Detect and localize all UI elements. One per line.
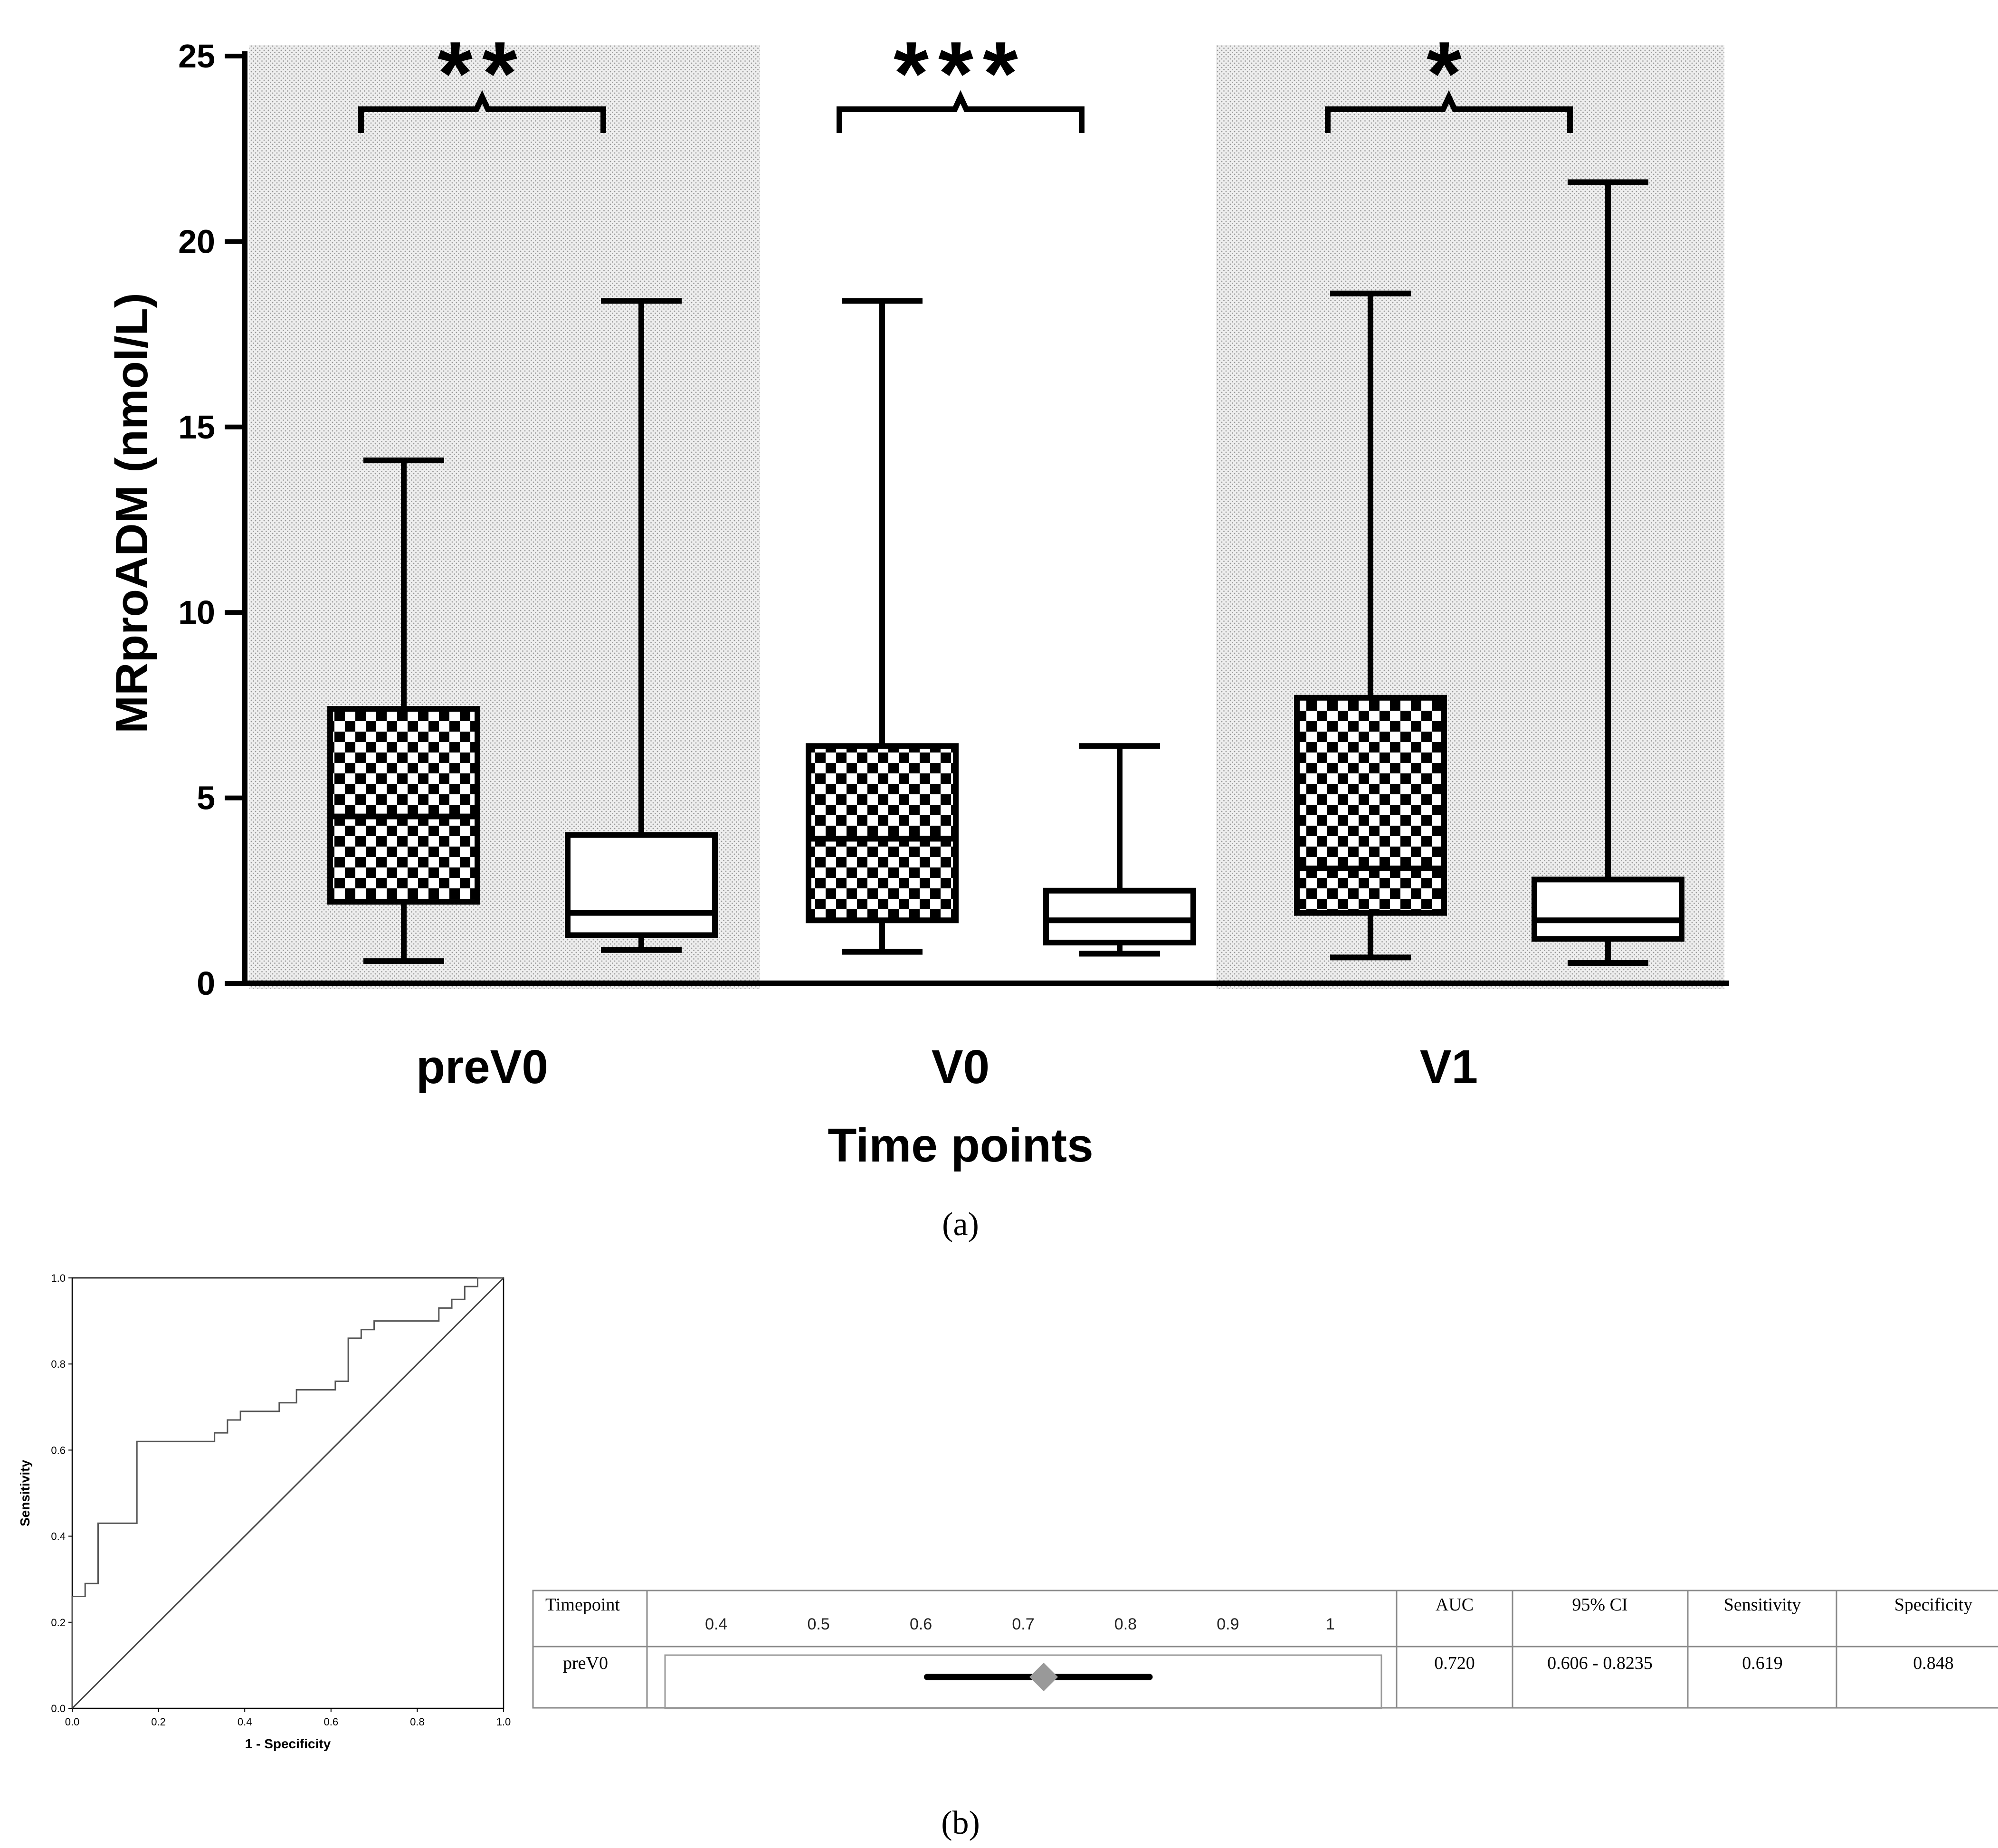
header-specificity: Specificity [1894, 1595, 1973, 1615]
significance-bracket-layer: ** *** * [358, 23, 1573, 133]
forest-plot-area [664, 1654, 1382, 1709]
roc-x-tick-label-0.2: 0.2 [151, 1716, 166, 1728]
x-tick-label-V0: V0 [932, 1040, 989, 1094]
roc-y-tick-label-0.6: 0.6 [51, 1444, 66, 1456]
roc-x-tick-label-0.4: 0.4 [238, 1716, 252, 1728]
roc-y-tick-label-0.2: 0.2 [51, 1617, 66, 1629]
roc-tick-layer: 0.0 0.2 0.4 0.6 0.8 1.0 0.0 0.2 0.4 0.6 0.8 1.0 [51, 1272, 511, 1728]
box-preV0-checkered [327, 706, 480, 905]
significance-stars-V1: * [1427, 23, 1471, 124]
header-auc: AUC [1436, 1595, 1474, 1615]
roc-plot-frame [71, 1277, 504, 1709]
y-tick-label-25: 25 [178, 38, 215, 75]
significance-stars-V0: *** [894, 23, 1028, 124]
forest-table: Timepoint AUC 95% CI Sensitivity Specifi… [532, 1590, 1998, 1709]
roc-x-tick-label-0.0: 0.0 [65, 1716, 80, 1728]
significance-stars-preV0: ** [438, 23, 527, 124]
header-timepoint: Timepoint [545, 1595, 620, 1615]
panel-a-caption: (a) [942, 1206, 979, 1243]
y-tick-label-20: 20 [178, 223, 215, 260]
y-tick-label-0: 0 [197, 965, 215, 1002]
y-tick-label-5: 5 [197, 780, 215, 817]
roc-y-axis-label: Sensitivity [18, 1460, 32, 1526]
roc-curve [71, 1277, 504, 1708]
row-ci: 0.606 - 0.8235 [1547, 1653, 1653, 1673]
box-preV0-white [565, 832, 718, 938]
forest-axis-tick-0.8: 0.8 [1114, 1615, 1137, 1633]
row-timepoint: preV0 [563, 1653, 608, 1673]
roc-x-tick-label-0.6: 0.6 [324, 1716, 339, 1728]
row-auc: 0.720 [1434, 1653, 1475, 1673]
box-V1-white [1532, 876, 1684, 942]
significance-bracket-V0 [837, 90, 1085, 133]
box-V0-white [1043, 887, 1196, 946]
row-specificity: 0.848 [1913, 1653, 1954, 1673]
forest-auc-marker-preV0 [1029, 1663, 1058, 1691]
significance-bracket-V1 [1325, 90, 1573, 133]
boxplot-axes: preV0 V0 V1 0 5 10 15 20 25 [178, 38, 1729, 1094]
roc-lines-layer [71, 1277, 504, 1709]
forest-axis-tick-0.6: 0.6 [910, 1615, 932, 1633]
row-sensitivity: 0.619 [1742, 1653, 1783, 1673]
forest-axis-tick-0.4: 0.4 [705, 1615, 727, 1633]
roc-x-axis-label: 1 - Specificity [245, 1736, 331, 1751]
roc-y-tick-label-0.8: 0.8 [51, 1358, 66, 1370]
y-axis-label: MRproADM (nmol/L) [106, 293, 157, 733]
roc-x-tick-label-1.0: 1.0 [496, 1716, 511, 1728]
roc-reference-diagonal [71, 1277, 504, 1709]
significance-bracket-preV0 [358, 90, 606, 133]
box-V0-checkered [806, 743, 959, 924]
header-ci: 95% CI [1572, 1595, 1627, 1615]
x-axis-label: Time points [828, 1119, 1093, 1172]
x-tick-label-preV0: preV0 [416, 1040, 548, 1094]
forest-axis-ticks: 0.4 0.5 0.6 0.7 0.8 0.9 1 [705, 1615, 1335, 1633]
forest-axis-tick-1: 1 [1326, 1615, 1335, 1633]
group-shade-V1 [1216, 45, 1724, 989]
forest-axis-tick-0.7: 0.7 [1012, 1615, 1034, 1633]
roc-y-tick-label-1.0: 1.0 [51, 1272, 66, 1284]
roc-y-tick-label-0.0: 0.0 [51, 1703, 66, 1715]
header-sensitivity: Sensitivity [1724, 1595, 1801, 1615]
x-tick-label-V1: V1 [1420, 1040, 1478, 1094]
panel-b-caption: (b) [941, 1805, 980, 1841]
boxplot-boxes-layer [327, 179, 1684, 966]
roc-panel: 0.0 0.2 0.4 0.6 0.8 1.0 0.0 0.2 0.4 0.6 0.8 1.0 Sen… [18, 1272, 511, 1751]
forest-axis-tick-0.9: 0.9 [1217, 1615, 1239, 1633]
forest-axis-tick-0.5: 0.5 [808, 1615, 830, 1633]
y-tick-label-15: 15 [178, 409, 215, 446]
forest-marks-layer [923, 1663, 1153, 1691]
y-tick-label-10: 10 [178, 594, 215, 631]
roc-y-tick-label-0.4: 0.4 [51, 1531, 66, 1543]
box-V1-checkered [1294, 695, 1447, 916]
roc-x-tick-label-0.8: 0.8 [410, 1716, 425, 1728]
